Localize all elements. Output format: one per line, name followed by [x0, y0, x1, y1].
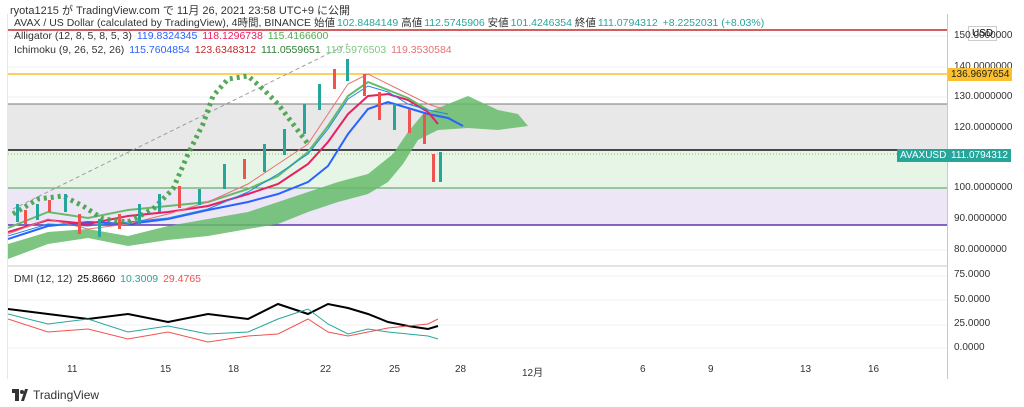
price-tick: 140.0000000 [954, 61, 1013, 72]
symbol-legend[interactable]: AVAX / US Dollar (calculated by TradingV… [14, 17, 765, 29]
time-tick: 9 [708, 364, 714, 375]
time-tick: 22 [320, 364, 332, 375]
time-tick: 12月 [522, 368, 544, 379]
time-tick: 15 [160, 364, 172, 375]
dmi-plus-line [8, 308, 439, 340]
dmi-tick: 25.0000 [954, 318, 991, 329]
time-tick: 13 [800, 364, 812, 375]
symbol-tag: AVAXUSD [897, 149, 950, 162]
tradingview-footer[interactable]: TradingView [12, 388, 99, 402]
price-axis[interactable] [947, 14, 1024, 379]
alligator-lips [8, 80, 429, 229]
time-tick: 28 [455, 364, 467, 375]
price-tick: 120.0000000 [954, 122, 1013, 133]
candlesticks [16, 59, 442, 237]
ichimoku-base-line [8, 73, 444, 235]
tradingview-logo-icon [12, 389, 28, 401]
yellow-line-price-label: 136.9697654 [948, 68, 1013, 81]
time-tick: 16 [868, 364, 880, 375]
price-tick: 130.0000000 [954, 91, 1013, 102]
publish-header: ryota1215 が TradingView.com で 11月 26, 20… [10, 5, 351, 17]
time-tick: 11 [67, 364, 78, 375]
green-zone [8, 151, 948, 188]
price-tick: 150.0000000 [954, 30, 1013, 41]
adx-line [8, 302, 439, 331]
price-tick: 80.0000000 [954, 244, 1007, 255]
time-tick: 25 [389, 364, 401, 375]
price-chart[interactable] [7, 14, 948, 379]
trend-line[interactable] [12, 43, 349, 210]
alligator-legend[interactable]: Alligator (12, 8, 5, 8, 5, 3) 119.832434… [14, 30, 329, 42]
dmi-legend[interactable]: DMI (12, 12) 25.8660 10.3009 29.4765 [14, 273, 202, 285]
ichimoku-cloud [8, 96, 528, 259]
dmi-tick: 50.0000 [954, 294, 991, 305]
currency-button[interactable]: USD [968, 26, 998, 41]
price-tick: 100.0000000 [954, 182, 1013, 193]
dmi-tick: 75.0000 [954, 269, 991, 280]
ichimoku-legend[interactable]: Ichimoku (9, 26, 52, 26) 115.7604854 123… [14, 44, 452, 56]
ichimoku-conversion-line [8, 85, 449, 237]
time-tick: 6 [640, 364, 646, 375]
dmi-tick: 0.0000 [954, 342, 985, 353]
price-tick: 90.0000000 [954, 213, 1007, 224]
time-tick: 18 [228, 364, 240, 375]
brand-name: TradingView [33, 388, 100, 402]
symbol-name: AVAX / US Dollar (calculated by TradingV… [14, 17, 312, 29]
last-price-label: 111.0794312 [948, 149, 1011, 162]
dmi-minus-line [8, 318, 439, 343]
